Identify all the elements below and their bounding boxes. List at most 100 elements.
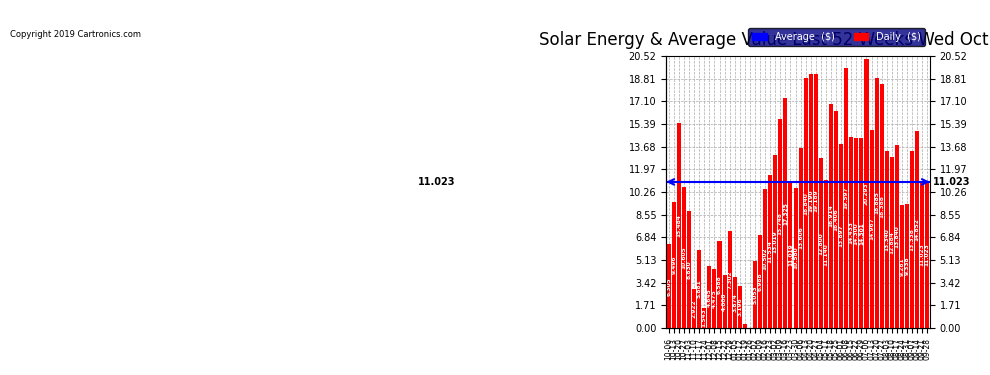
Text: 13.019: 13.019 xyxy=(773,230,778,253)
Text: 9.338: 9.338 xyxy=(905,257,910,276)
Text: 11.023: 11.023 xyxy=(920,244,925,266)
Text: 5.881: 5.881 xyxy=(697,280,702,298)
Bar xyxy=(809,74,813,328)
Bar xyxy=(778,119,782,328)
Bar xyxy=(738,286,742,328)
Text: 14.433: 14.433 xyxy=(848,221,853,244)
Text: 16.406: 16.406 xyxy=(834,208,839,231)
Text: 9.281: 9.281 xyxy=(900,257,905,276)
Bar xyxy=(814,74,818,328)
Text: 12.800: 12.800 xyxy=(819,232,824,255)
Bar xyxy=(672,202,676,328)
Text: 14.300: 14.300 xyxy=(853,222,859,245)
Bar xyxy=(702,308,706,328)
Bar xyxy=(819,158,823,328)
Bar xyxy=(840,144,843,328)
Bar xyxy=(854,138,858,328)
Text: 6.588: 6.588 xyxy=(717,275,722,294)
Text: 19.189: 19.189 xyxy=(814,189,819,212)
Text: 10.605: 10.605 xyxy=(681,246,686,269)
Text: 11.023: 11.023 xyxy=(418,177,455,187)
Bar xyxy=(885,151,889,328)
Text: 10.580: 10.580 xyxy=(793,247,798,269)
Bar xyxy=(804,78,808,328)
Text: 16.914: 16.914 xyxy=(829,204,834,227)
Bar xyxy=(844,68,848,328)
Bar xyxy=(667,244,671,328)
Text: 18.388: 18.388 xyxy=(879,195,884,217)
Text: 4.008: 4.008 xyxy=(722,292,727,311)
Text: 19.597: 19.597 xyxy=(843,187,848,210)
Bar xyxy=(758,236,762,328)
Text: 6.988: 6.988 xyxy=(757,272,762,291)
Text: 12.884: 12.884 xyxy=(889,231,894,254)
Bar xyxy=(733,277,737,328)
Bar xyxy=(910,151,914,328)
Text: 4.475: 4.475 xyxy=(712,289,717,308)
Text: 14.852: 14.852 xyxy=(915,218,920,241)
Text: Copyright 2019 Cartronics.com: Copyright 2019 Cartronics.com xyxy=(10,30,141,39)
Title: Solar Energy & Average Value Last 52 Weeks Wed Oct 2 18:10: Solar Energy & Average Value Last 52 Wee… xyxy=(539,31,990,49)
Legend: Average  ($), Daily  ($): Average ($), Daily ($) xyxy=(748,28,925,46)
Bar xyxy=(783,98,787,328)
Bar xyxy=(905,204,909,328)
Bar xyxy=(794,188,798,328)
Text: 1.543: 1.543 xyxy=(702,308,707,327)
Text: 5.053: 5.053 xyxy=(752,285,757,304)
Text: 13.340: 13.340 xyxy=(884,228,889,251)
Text: 2.922: 2.922 xyxy=(692,299,697,318)
Text: 13.338: 13.338 xyxy=(910,228,915,251)
Text: 11.023: 11.023 xyxy=(933,177,970,187)
Bar xyxy=(768,175,772,328)
Text: 13.606: 13.606 xyxy=(798,226,803,249)
Bar xyxy=(753,261,757,328)
Bar xyxy=(864,59,868,328)
Text: 18.840: 18.840 xyxy=(803,192,808,214)
Bar xyxy=(728,231,732,328)
Bar xyxy=(742,324,746,328)
Bar xyxy=(880,84,884,328)
Text: 9.496: 9.496 xyxy=(671,256,676,274)
Bar xyxy=(697,250,701,328)
Text: 14.967: 14.967 xyxy=(869,217,874,240)
Bar xyxy=(915,131,919,328)
Bar xyxy=(859,138,863,328)
Bar xyxy=(723,275,727,328)
Bar xyxy=(763,189,767,328)
Bar xyxy=(799,148,803,328)
Bar xyxy=(920,182,925,328)
Bar xyxy=(834,111,839,328)
Bar xyxy=(824,180,828,328)
Bar xyxy=(773,156,777,328)
Bar xyxy=(895,145,899,328)
Bar xyxy=(874,78,879,328)
Bar xyxy=(692,289,696,328)
Bar xyxy=(900,205,904,328)
Text: 14.301: 14.301 xyxy=(859,222,864,245)
Bar xyxy=(713,269,717,328)
Text: 13.840: 13.840 xyxy=(894,225,899,248)
Text: 10.502: 10.502 xyxy=(762,247,767,270)
Bar xyxy=(682,188,686,328)
Text: 15.484: 15.484 xyxy=(676,214,681,237)
Bar xyxy=(869,130,873,328)
Text: 6.305: 6.305 xyxy=(666,277,671,296)
Bar xyxy=(707,267,712,328)
Text: 3.874: 3.874 xyxy=(733,293,738,312)
Bar xyxy=(849,137,853,328)
Text: 18.885: 18.885 xyxy=(874,191,879,214)
Text: 15.748: 15.748 xyxy=(778,212,783,235)
Bar xyxy=(718,241,722,328)
Bar xyxy=(677,123,681,328)
Text: 4.645: 4.645 xyxy=(707,288,712,307)
Bar xyxy=(926,182,930,328)
Bar xyxy=(890,157,894,328)
Text: 13.897: 13.897 xyxy=(839,225,843,247)
Bar xyxy=(829,104,833,328)
Text: 11.023: 11.023 xyxy=(925,244,930,266)
Bar xyxy=(788,182,792,328)
Text: 8.830: 8.830 xyxy=(687,260,692,279)
Text: 11.140: 11.140 xyxy=(824,243,829,266)
Text: 11.534: 11.534 xyxy=(767,240,772,263)
Text: 11.019: 11.019 xyxy=(788,244,793,266)
